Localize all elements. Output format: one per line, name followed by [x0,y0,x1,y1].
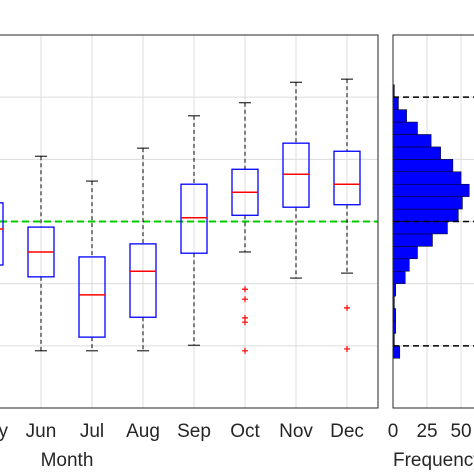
bar [392,345,401,359]
x-tick-label: Sep [177,421,211,442]
x-tick-label: Nov [279,421,313,442]
box [282,142,310,208]
bar [392,96,399,110]
bar [392,270,406,284]
bar [392,233,433,247]
outlier [344,304,350,311]
box [78,256,106,338]
bar [392,221,448,235]
bar [392,171,462,185]
bar [392,246,418,260]
x-tick-label: May [0,421,8,442]
bar [392,183,470,197]
axes-frame [392,34,474,409]
box [333,150,361,206]
x-tick-label: 0 [388,421,399,442]
outlier [242,286,248,293]
bar [392,109,407,123]
x-tick-label: Aug [126,421,160,442]
x-axis-label: Frequency [393,450,474,471]
x-tick-label: Jun [26,421,57,442]
box [0,202,4,266]
box [129,243,157,318]
bar [392,159,454,173]
outlier [242,296,248,303]
axes-frame [0,34,379,409]
outlier [344,345,350,352]
x-axis-label: Month [41,450,94,471]
outlier [242,347,248,354]
bar [392,258,410,272]
bar [392,146,441,160]
bar [392,208,459,222]
bar [392,134,432,148]
x-tick-label: 25 [416,421,437,442]
x-tick-label: Dec [330,421,364,442]
outlier [242,319,248,326]
x-tick-label: Oct [230,421,260,442]
x-tick-label: 50 [450,421,471,442]
x-tick-label: Jul [80,421,104,442]
bar [392,196,463,210]
bar [392,121,418,135]
box [180,183,208,254]
